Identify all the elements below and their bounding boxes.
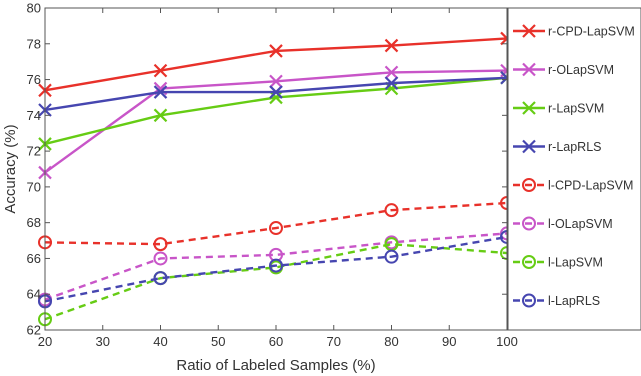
legend-label: l-LapSVM	[548, 256, 603, 270]
data-point	[269, 221, 283, 236]
data-point	[269, 90, 283, 105]
data-point	[384, 203, 399, 218]
y-tick-label: 78	[27, 36, 41, 51]
y-tick-label: 76	[27, 72, 41, 87]
legend-entry: l-LapRLS	[513, 293, 600, 308]
legend-marker	[522, 24, 536, 38]
series-line	[44, 201, 508, 246]
legend-label: r-LapRLS	[548, 140, 602, 154]
data-point	[269, 74, 283, 89]
y-tick-label: 66	[27, 251, 41, 266]
data-point	[384, 249, 399, 264]
data-point	[153, 85, 168, 99]
x-tick-label: 80	[384, 334, 398, 349]
legend-marker	[522, 178, 536, 192]
data-point	[384, 65, 399, 80]
legend-marker	[522, 293, 536, 308]
legend-label: r-OLapSVM	[548, 63, 614, 77]
x-axis-title: Ratio of Labeled Samples (%)	[176, 357, 375, 374]
data-point	[269, 258, 283, 273]
legend-entry: r-OLapSVM	[513, 62, 614, 77]
data-point	[269, 44, 283, 58]
y-tick-label: 68	[27, 215, 41, 230]
legend-label: l-CPD-LapSVM	[548, 179, 633, 193]
legend-marker	[522, 62, 536, 77]
data-point	[153, 271, 168, 286]
x-tick-label: 50	[211, 334, 225, 349]
legend-marker	[522, 255, 536, 269]
x-tick-label: 40	[153, 334, 167, 349]
legend-entry: l-LapSVM	[513, 255, 603, 270]
x-tick-label: 100	[496, 334, 518, 349]
y-tick-label: 80	[27, 1, 41, 16]
y-tick-label: 72	[27, 144, 41, 159]
series-line	[44, 235, 508, 303]
x-tick-label: 30	[96, 334, 110, 349]
data-point	[153, 63, 168, 78]
y-tick-label: 74	[27, 108, 41, 123]
data-point	[153, 237, 168, 252]
legend-entry: l-CPD-LapSVM	[513, 178, 633, 193]
data-point	[153, 251, 168, 266]
legend-label: l-OLapSVM	[548, 217, 613, 231]
data-point	[384, 38, 399, 53]
legend-marker	[522, 216, 536, 231]
legend-marker	[522, 101, 536, 115]
legend-label: r-LapSVM	[548, 102, 604, 116]
x-tick-label: 20	[38, 334, 52, 349]
legend-box	[507, 7, 641, 331]
x-tick-label: 70	[327, 334, 341, 349]
series-r-LapSVM	[38, 70, 514, 151]
legend-entry: r-LapSVM	[513, 101, 604, 116]
y-axis-title: Accuracy (%)	[2, 124, 19, 213]
x-tick-label: 60	[269, 334, 283, 349]
legend-entry: l-OLapSVM	[513, 216, 613, 231]
data-point	[153, 108, 168, 123]
legend-label: l-LapRLS	[548, 294, 600, 308]
y-tick-label: 70	[27, 179, 41, 194]
legend-marker	[522, 139, 536, 154]
x-tick-label: 90	[442, 334, 456, 349]
legend-label: r-CPD-LapSVM	[548, 25, 635, 39]
legend-entry: r-LapRLS	[513, 139, 602, 154]
data-point	[384, 76, 399, 90]
data-point	[269, 85, 283, 99]
y-tick-label: 62	[27, 323, 41, 338]
legend-entry: r-CPD-LapSVM	[513, 24, 635, 39]
y-tick-label: 64	[27, 287, 41, 302]
